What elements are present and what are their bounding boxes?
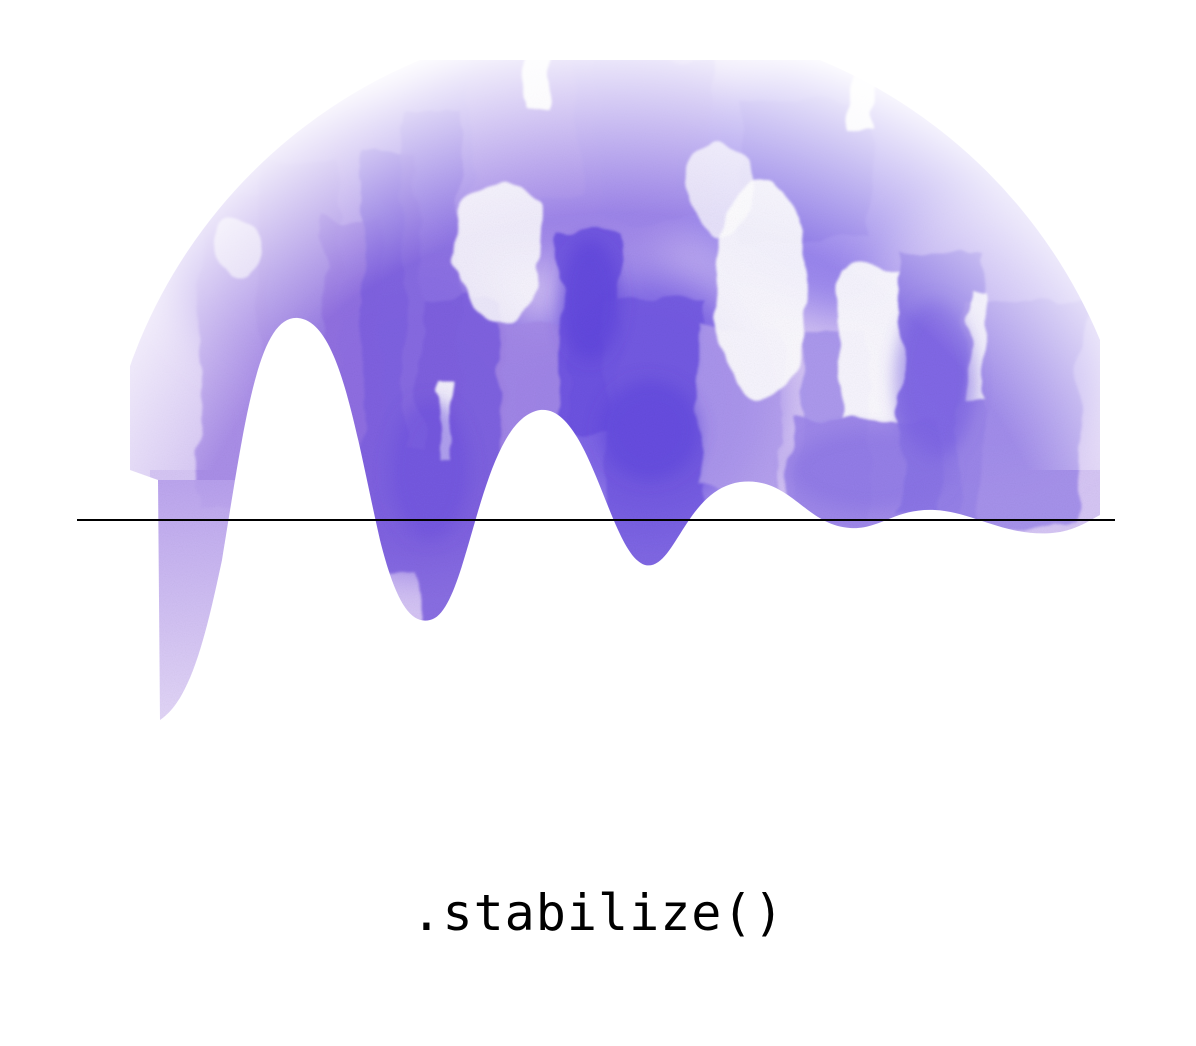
function-caption: .stabilize()	[411, 884, 785, 942]
watercolor-wash	[130, 60, 1100, 720]
